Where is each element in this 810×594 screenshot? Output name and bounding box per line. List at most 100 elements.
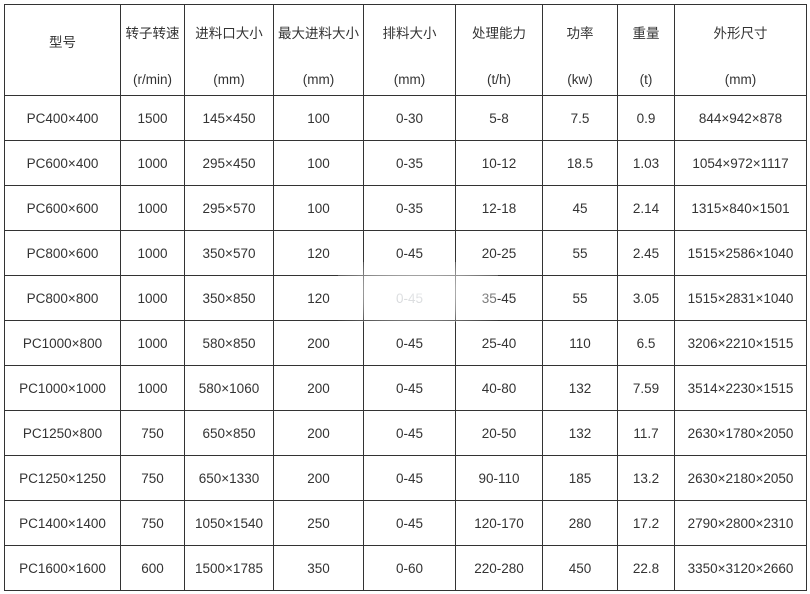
table-cell: 5-8 <box>455 95 543 141</box>
table-cell: 650×1330 <box>184 455 274 501</box>
table-cell: 350 <box>273 545 364 591</box>
table-cell: 650×850 <box>184 410 274 456</box>
table-cell: 2790×2800×2310 <box>674 500 807 546</box>
header-unit: (mm) <box>213 72 245 87</box>
table-cell: 750 <box>120 410 185 456</box>
table-cell: 0-45 <box>363 230 456 276</box>
table-cell: 450 <box>542 545 618 591</box>
header-title: 排料大小 <box>382 26 437 41</box>
header-title: 转子转速 <box>125 26 180 41</box>
table-cell: 1.03 <box>617 140 675 186</box>
table-cell: PC600×400 <box>4 140 121 186</box>
header-cell: 进料口大小 (mm) <box>184 4 274 96</box>
table-cell: 295×450 <box>184 140 274 186</box>
table-cell: 1000 <box>120 320 185 366</box>
header-title: 型号 <box>49 34 76 50</box>
table-cell: 55 <box>542 275 618 321</box>
table-cell: 1500 <box>120 95 185 141</box>
table-cell: 0-45 <box>363 500 456 546</box>
table-cell: PC1250×800 <box>4 410 121 456</box>
table-cell: 0-45 <box>363 455 456 501</box>
header-unit: (mm) <box>302 72 335 87</box>
table-cell: PC800×600 <box>4 230 121 276</box>
crusher-spec-table: 型号 转子转速 (r/min) 进料口大小 (mm) 最大进料大小 (mm) 排料大小 (mm)… <box>4 4 807 591</box>
header-cell: 型号 <box>4 4 121 96</box>
table-cell: 145×450 <box>184 95 274 141</box>
table-cell: 0-45 <box>363 275 456 321</box>
table-row: PC800×800 1000 350×850 120 0-45 35-45 55 3.05 15… <box>4 275 807 321</box>
table-cell: 40-80 <box>455 365 543 411</box>
header-title: 功率 <box>566 26 594 41</box>
table-cell: 11.7 <box>617 410 675 456</box>
header-cell: 处理能力 (t/h) <box>455 4 543 96</box>
table-cell: PC400×400 <box>4 95 121 141</box>
table-cell: 295×570 <box>184 185 274 231</box>
table-cell: PC1600×1600 <box>4 545 121 591</box>
table-cell: 200 <box>273 320 364 366</box>
table-cell: 10-12 <box>455 140 543 186</box>
header-cell: 功率 (kw) <box>542 4 618 96</box>
table-cell: 1054×972×1117 <box>674 140 807 186</box>
table-cell: 200 <box>273 410 364 456</box>
table-cell: 1000 <box>120 365 185 411</box>
header-unit: (t/h) <box>486 72 511 87</box>
table-cell: 844×942×878 <box>674 95 807 141</box>
table-cell: 0-35 <box>363 185 456 231</box>
table-cell: 35-45 <box>455 275 543 321</box>
table-cell: 0-45 <box>363 410 456 456</box>
table-cell: 580×850 <box>184 320 274 366</box>
table-cell: 120-170 <box>455 500 543 546</box>
header-cell: 转子转速 (r/min) <box>120 4 185 96</box>
table-cell: 7.5 <box>542 95 618 141</box>
table-cell: 0-35 <box>363 140 456 186</box>
header-cell: 排料大小 (mm) <box>363 4 456 96</box>
table-cell: 1000 <box>120 275 185 321</box>
table-cell: 0-45 <box>363 320 456 366</box>
table-cell: 1000 <box>120 140 185 186</box>
table-row: PC1000×800 1000 580×850 200 0-45 25-40 110 6.5 3… <box>4 320 807 366</box>
table-cell: 90-110 <box>455 455 543 501</box>
table-cell: 200 <box>273 365 364 411</box>
table-row: PC600×400 1000 295×450 100 0-35 10-12 18.5 1.03… <box>4 140 807 186</box>
table-cell: 120 <box>273 230 364 276</box>
header-cell: 重量 (t) <box>617 4 675 96</box>
table-cell: 1050×1540 <box>184 500 274 546</box>
table-cell: 22.8 <box>617 545 675 591</box>
table-cell: 1315×840×1501 <box>674 185 807 231</box>
table-cell: 12-18 <box>455 185 543 231</box>
table-cell: 110 <box>542 320 618 366</box>
table-cell: 1515×2586×1040 <box>674 230 807 276</box>
table-cell: 45 <box>542 185 618 231</box>
table-cell: 250 <box>273 500 364 546</box>
table-row: PC400×400 1500 145×450 100 0-30 5-8 7.5 0.9 844×… <box>4 95 807 141</box>
table-row: PC1250×800 750 650×850 200 0-45 20-50 132 11.7 2… <box>4 410 807 456</box>
table-cell: 55 <box>542 230 618 276</box>
table-cell: 1515×2831×1040 <box>674 275 807 321</box>
table-cell: 2.45 <box>617 230 675 276</box>
table-cell: 1000 <box>120 230 185 276</box>
table-row: PC800×600 1000 350×570 120 0-45 20-25 55 2.45 15… <box>4 230 807 276</box>
table-cell: 185 <box>542 455 618 501</box>
table-cell: 7.59 <box>617 365 675 411</box>
table-cell: 132 <box>542 410 618 456</box>
table-cell: 750 <box>120 455 185 501</box>
header-unit: (mm) <box>393 72 426 87</box>
table-cell: 3514×2230×1515 <box>674 365 807 411</box>
table-cell: 13.2 <box>617 455 675 501</box>
header-row: 型号 转子转速 (r/min) 进料口大小 (mm) 最大进料大小 (mm) 排料大小 (mm)… <box>4 4 807 96</box>
table-cell: 3.05 <box>617 275 675 321</box>
table-row: PC600×600 1000 295×570 100 0-35 12-18 45 2.14 13… <box>4 185 807 231</box>
table-cell: 6.5 <box>617 320 675 366</box>
table-cell: 120 <box>273 275 364 321</box>
table-cell: PC1400×1400 <box>4 500 121 546</box>
table-cell: 350×850 <box>184 275 274 321</box>
table-cell: 17.2 <box>617 500 675 546</box>
table-cell: 18.5 <box>542 140 618 186</box>
table-cell: PC1000×800 <box>4 320 121 366</box>
table-cell: 0-45 <box>363 365 456 411</box>
table-cell: PC800×800 <box>4 275 121 321</box>
header-cell: 最大进料大小 (mm) <box>273 4 364 96</box>
header-unit: (kw) <box>567 72 593 87</box>
table-cell: 0-30 <box>363 95 456 141</box>
table-cell: 20-25 <box>455 230 543 276</box>
